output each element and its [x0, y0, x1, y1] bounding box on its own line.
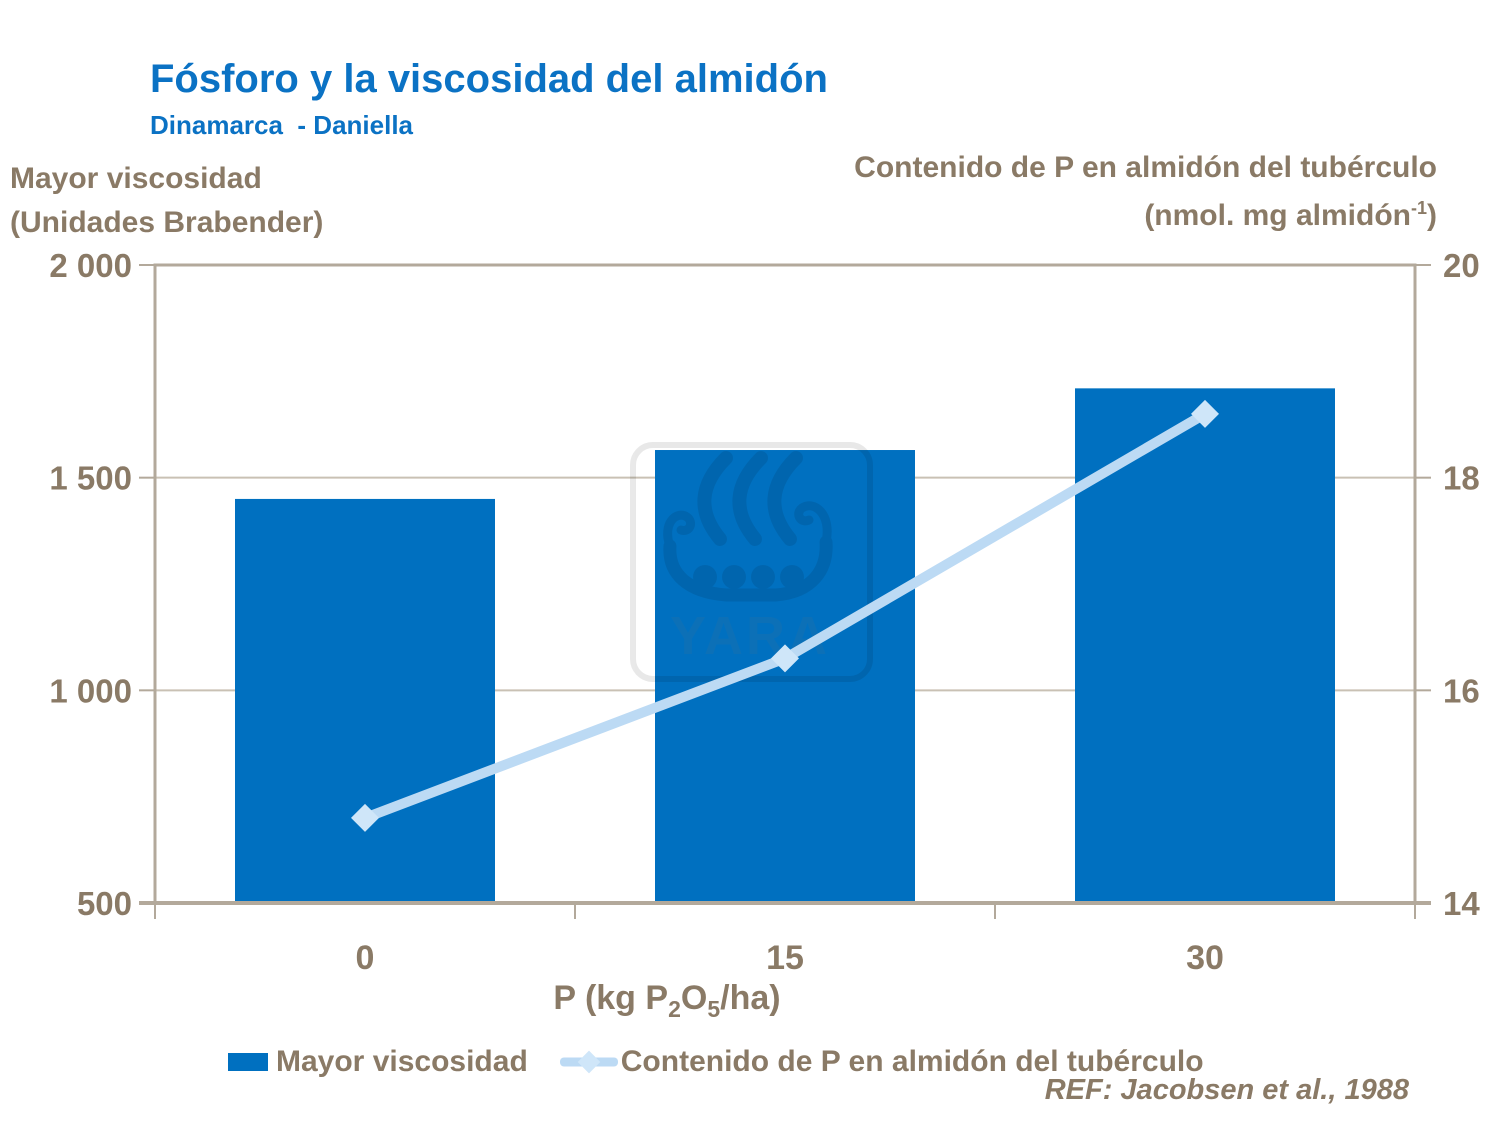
- legend-line-marker: [559, 1047, 618, 1077]
- bars-layer: [235, 388, 1335, 903]
- yara-watermark: YARA: [630, 442, 873, 682]
- bar: [1075, 388, 1335, 903]
- right-axis-units-text: (nmol. mg almidón: [1144, 199, 1411, 232]
- right-axis-tick-label: 20: [1443, 247, 1480, 284]
- left-axis-tick-label: 500: [77, 885, 132, 922]
- right-axis-title: Contenido de P en almidón del tubérculo …: [854, 147, 1437, 236]
- right-axis-tick-label: 18: [1443, 460, 1480, 497]
- left-axis-tick-label: 1 000: [49, 672, 132, 709]
- diamond-marker: [351, 803, 379, 832]
- yara-watermark-text: YARA: [670, 606, 830, 666]
- legend-label-line: Contenido de P en almidón del tubérculo: [620, 1045, 1204, 1078]
- legend-label-bars: Mayor viscosidad: [276, 1045, 528, 1078]
- reference-citation: REF: Jacobsen et al., 1988: [1044, 1074, 1409, 1106]
- x-axis-title-suffix: /ha): [720, 979, 781, 1017]
- right-axis-tick-label: 14: [1443, 885, 1480, 922]
- axes-layer: [139, 263, 1431, 919]
- x-axis-tick-label: 0: [356, 939, 375, 977]
- axis-labels-layer: 500 1 000 1 500 2 000 14 16 18 20 0 15 30: [49, 247, 1480, 977]
- left-axis-title-line2: (Unidades Brabender): [10, 206, 324, 239]
- diamond-marker: [771, 644, 799, 673]
- bar: [235, 498, 495, 903]
- legend-bar-swatch: [228, 1053, 268, 1071]
- x-axis-tick-label: 15: [766, 939, 804, 977]
- bar: [655, 450, 915, 903]
- left-axis-tick-label: 2 000: [49, 247, 132, 284]
- legend-diamond-icon: [577, 1050, 601, 1074]
- right-axis-units-exponent: -1: [1410, 198, 1427, 218]
- ship-shields: [693, 565, 804, 589]
- diamond-marker: [1191, 399, 1219, 428]
- left-axis-tick-label: 1 500: [49, 460, 132, 497]
- right-axis-title-line1: Contenido de P en almidón del tubérculo: [854, 151, 1437, 184]
- right-axis-tick-label: 16: [1443, 672, 1480, 709]
- x-axis-title-text: P (kg P: [553, 979, 669, 1017]
- right-axis-units-close: ): [1427, 199, 1437, 232]
- right-axis-title-line2: (nmol. mg almidón-1): [854, 188, 1437, 236]
- watermark-frame: [630, 442, 873, 682]
- chart-subtitle: Dinamarca - Daniella: [150, 110, 413, 140]
- line-series-layer: [351, 399, 1219, 832]
- x-axis-title-sub2: 5: [707, 995, 721, 1022]
- left-axis-title: Mayor viscosidad (Unidades Brabender): [10, 157, 323, 245]
- x-axis-title-sub1: 2: [668, 995, 681, 1022]
- chart-title: Fósforo y la viscosidad del almidón: [150, 57, 828, 101]
- legend: Mayor viscosidad Contenido de P en almid…: [228, 1044, 1204, 1080]
- x-axis-title: P (kg P2O5/ha): [553, 979, 780, 1023]
- x-axis-title-mid: O: [680, 979, 708, 1017]
- left-axis-title-line1: Mayor viscosidad: [10, 162, 262, 195]
- x-axis-tick-label: 30: [1186, 939, 1224, 977]
- viking-ship-icon: [663, 451, 833, 602]
